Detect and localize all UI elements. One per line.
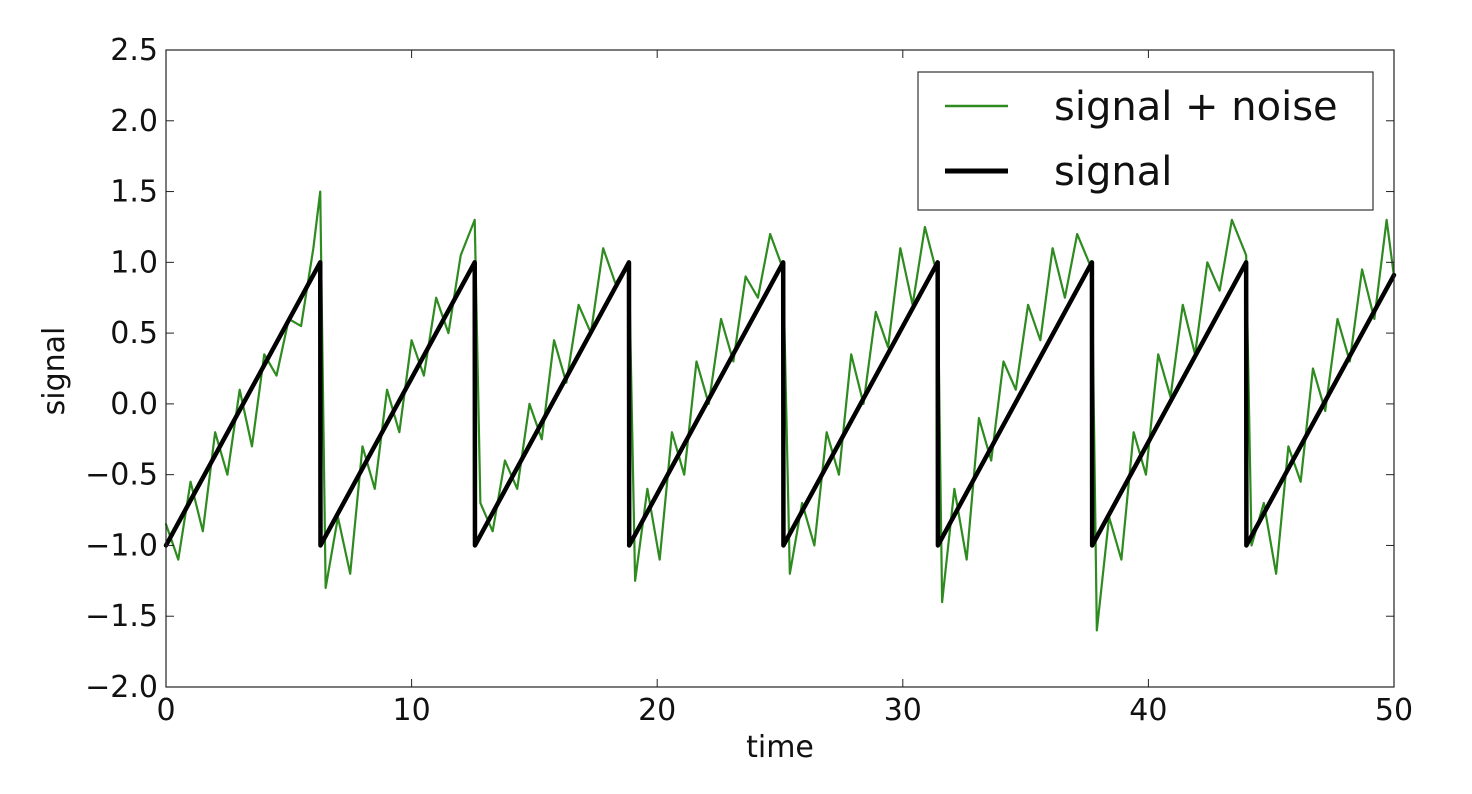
y-axis-label: signal <box>37 327 72 416</box>
plot-frame <box>165 49 1395 688</box>
x-axis-ticks: 0 10 20 30 40 50 <box>156 50 1413 728</box>
y-tick-label: 1.0 <box>110 245 158 280</box>
legend-box <box>917 71 1374 211</box>
legend: signal + noise signal <box>917 71 1374 211</box>
x-tick-label: 50 <box>1375 693 1413 728</box>
y-tick-label: −1.5 <box>85 599 158 634</box>
y-tick-label: 2.0 <box>110 104 158 139</box>
x-tick-label: 0 <box>156 693 175 728</box>
x-tick-label: 10 <box>393 693 431 728</box>
series-line-signal <box>163 260 1397 548</box>
series-layer <box>163 190 1397 632</box>
legend-label-signal: signal <box>1054 149 1172 195</box>
y-tick-label: 0.5 <box>110 316 158 351</box>
x-axis-label: time <box>746 730 814 765</box>
y-axis-ticks: 2.5 2.0 1.5 1.0 0.5 0.0 −0.5 −1.0 −1.5 −2.0 <box>85 33 1394 705</box>
x-tick-label: 40 <box>1129 693 1167 728</box>
y-tick-label: 0.0 <box>110 387 158 422</box>
y-tick-label: −2.0 <box>85 670 158 705</box>
x-tick-label: 30 <box>884 693 922 728</box>
y-tick-label: −1.0 <box>85 528 158 563</box>
legend-label-noisy: signal + noise <box>1054 84 1338 130</box>
y-tick-label: −0.5 <box>85 458 158 493</box>
y-tick-label: 1.5 <box>110 175 158 210</box>
y-tick-label: 2.5 <box>110 33 158 68</box>
x-tick-label: 20 <box>638 693 676 728</box>
